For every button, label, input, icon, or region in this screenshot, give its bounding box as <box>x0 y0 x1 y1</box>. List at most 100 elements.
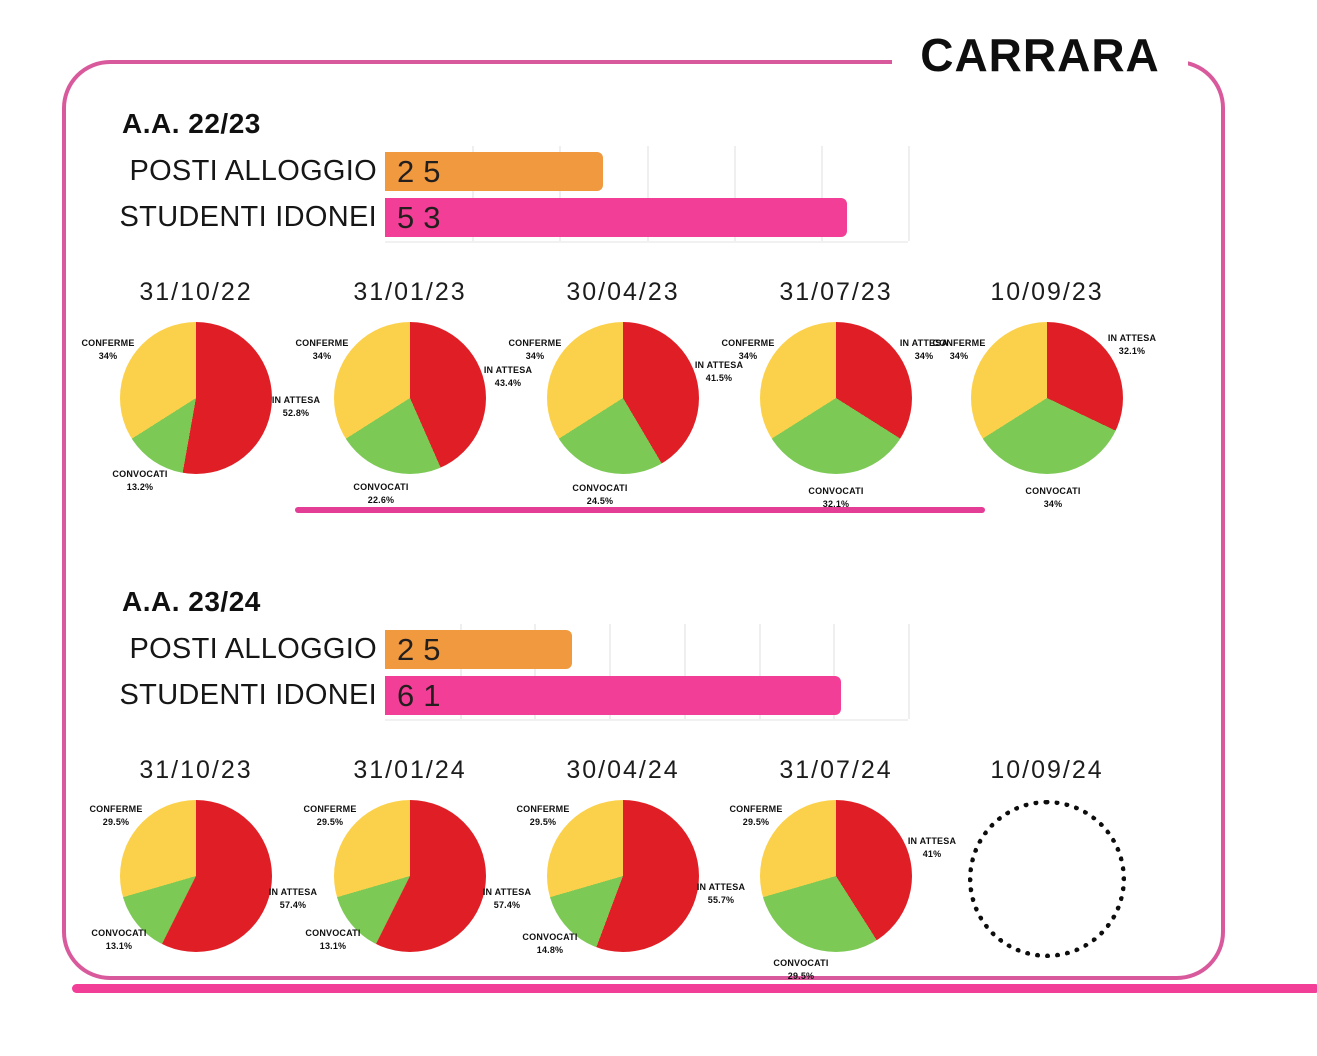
pie-slice-label: CONVOCATI 34% <box>1011 485 1095 510</box>
gridline <box>647 146 649 241</box>
pie-date: 31/10/23 <box>139 756 253 784</box>
pie-slice-label: IN ATTESA 34% <box>882 337 966 362</box>
slice-name: CONVOCATI <box>773 958 829 968</box>
bottom-pink-band <box>72 984 1317 993</box>
pie-slice-label: IN ATTESA 32.1% <box>1090 332 1174 357</box>
section-heading: A.A. 23/24 <box>122 586 261 617</box>
pie-chart <box>547 322 699 474</box>
slice-percent: 29.5% <box>316 816 344 827</box>
gridline <box>559 146 561 241</box>
pie-slice-label: IN ATTESA 43.4% <box>466 364 550 389</box>
slice-name: IN ATTESA <box>483 365 533 375</box>
pie-chart <box>120 322 272 474</box>
pie-chart <box>334 800 486 952</box>
slice-percent: 13.1% <box>319 940 347 951</box>
slice-percent: 32.1% <box>822 498 850 509</box>
slice-percent: 43.4% <box>494 377 522 388</box>
gridline <box>684 624 686 719</box>
slice-percent: 52.8% <box>282 407 310 418</box>
slice-percent: 29.5% <box>787 970 815 981</box>
bar-value: 25 <box>397 154 450 189</box>
bar-chart-grid <box>385 146 910 241</box>
bar-row-label: STUDENTI IDONEI <box>119 201 377 233</box>
slice-name: IN ATTESA <box>271 395 321 405</box>
bar-posti-alloggio: 25 <box>385 630 572 669</box>
slice-percent: 14.8% <box>536 944 564 955</box>
gridline <box>734 146 736 241</box>
pie-slice-label: CONFERME 29.5% <box>501 803 585 828</box>
section-heading: A.A. 22/23 <box>122 108 261 139</box>
pie-date: 31/01/24 <box>353 756 467 784</box>
bar-value: 53 <box>397 200 450 235</box>
gridline <box>821 146 823 241</box>
slice-percent: 34% <box>914 350 934 361</box>
pie-slice-label: IN ATTESA 57.4% <box>465 886 549 911</box>
bar-chart-grid <box>385 624 910 719</box>
slice-name: CONVOCATI <box>112 469 168 479</box>
slice-percent: 29.5% <box>102 816 130 827</box>
slice-percent: 22.6% <box>367 494 395 505</box>
gridline <box>472 146 474 241</box>
pie-chart <box>760 322 912 474</box>
slice-name: CONVOCATI <box>522 932 578 942</box>
bar-studenti-idonei: 53 <box>385 198 847 237</box>
bar-posti-alloggio: 25 <box>385 152 603 191</box>
slice-percent: 34% <box>98 350 118 361</box>
gridline <box>759 624 761 719</box>
slice-percent: 34% <box>525 350 545 361</box>
slice-name: CONVOCATI <box>305 928 361 938</box>
pie-date: 31/10/22 <box>139 278 253 306</box>
section-divider <box>295 507 985 513</box>
pie-slice-label: CONFERME 29.5% <box>74 803 158 828</box>
slice-name: CONVOCATI <box>572 483 628 493</box>
slice-name: IN ATTESA <box>694 360 744 370</box>
slice-name: CONFERME <box>932 338 986 348</box>
slice-percent: 13.2% <box>126 481 154 492</box>
gridline <box>534 624 536 719</box>
pie-slice-label: CONVOCATI 14.8% <box>508 931 592 956</box>
slice-name: CONVOCATI <box>353 482 409 492</box>
slice-percent: 34% <box>738 350 758 361</box>
pie-slice-label: IN ATTESA 57.4% <box>251 886 335 911</box>
pie-slice-label: CONVOCATI 29.5% <box>759 957 843 982</box>
gridline <box>833 624 835 719</box>
pie-chart <box>971 322 1123 474</box>
pie-date: 30/04/24 <box>566 756 680 784</box>
pie-slice-label: CONVOCATI 13.1% <box>291 927 375 952</box>
pie-slice-label: CONVOCATI 22.6% <box>339 481 423 506</box>
slice-name: CONFERME <box>89 804 143 814</box>
pie-date: 10/09/23 <box>990 278 1104 306</box>
pie-slice-label: CONFERME 34% <box>493 337 577 362</box>
slice-name: CONFERME <box>721 338 775 348</box>
slice-percent: 55.7% <box>707 894 735 905</box>
slice-percent: 34% <box>312 350 332 361</box>
bar-chart-baseline <box>385 241 908 243</box>
pink-rounded-frame <box>62 60 1225 980</box>
gridline <box>908 624 910 719</box>
pie-date: 30/04/23 <box>566 278 680 306</box>
pie-slice-label: CONVOCATI 13.1% <box>77 927 161 952</box>
pie-date: 31/01/23 <box>353 278 467 306</box>
slice-percent: 24.5% <box>586 495 614 506</box>
slice-percent: 32.1% <box>1118 345 1146 356</box>
slice-percent: 57.4% <box>279 899 307 910</box>
pie-chart <box>760 800 912 952</box>
slice-name: IN ATTESA <box>1107 333 1157 343</box>
bar-row-label: STUDENTI IDONEI <box>119 679 377 711</box>
slice-name: CONVOCATI <box>1025 486 1081 496</box>
slice-name: IN ATTESA <box>899 338 949 348</box>
pie-date: 10/09/24 <box>990 756 1104 784</box>
bar-row-label: POSTI ALLOGGIO <box>129 633 377 665</box>
slice-percent: 34% <box>949 350 969 361</box>
pie-slice-label: IN ATTESA 41% <box>890 835 974 860</box>
pie-slice-label: IN ATTESA 52.8% <box>254 394 338 419</box>
bar-studenti-idonei: 61 <box>385 676 841 715</box>
slice-name: CONFERME <box>81 338 135 348</box>
pie-slice-label: CONFERME 29.5% <box>288 803 372 828</box>
pie-date: 31/07/23 <box>779 278 893 306</box>
pie-slice-label: CONVOCATI 24.5% <box>558 482 642 507</box>
pie-placeholder-circle <box>968 800 1126 958</box>
slice-percent: 41.5% <box>705 372 733 383</box>
slice-percent: 13.1% <box>105 940 133 951</box>
pie-slice-label: IN ATTESA 41.5% <box>677 359 761 384</box>
